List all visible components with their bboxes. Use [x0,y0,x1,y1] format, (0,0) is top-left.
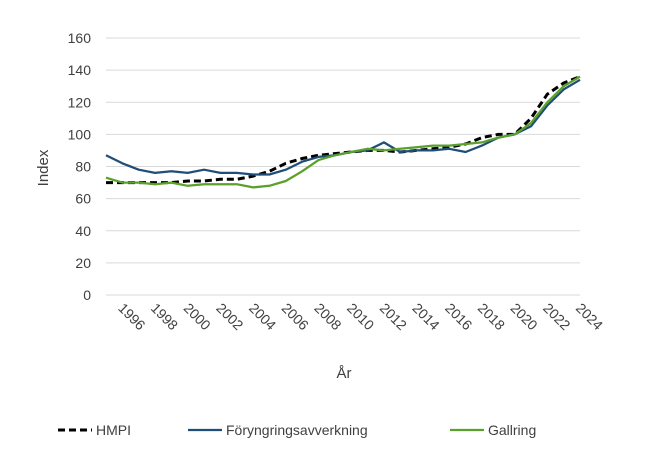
x-tick-label: 2022 [540,300,573,333]
x-tick-label: 2004 [246,300,279,333]
series-lines [105,75,581,189]
x-axis-title: År [337,365,352,382]
x-tick-label: 2016 [442,300,475,333]
y-tick-label: 100 [68,126,92,142]
y-tick-label: 40 [75,223,91,239]
x-tick-label: 2002 [213,300,246,333]
x-tick-label: 2012 [377,300,410,333]
x-tick-label: 1996 [115,300,148,333]
series-line [105,75,581,189]
x-axis-ticks: 1996 1998 2000 2002 2004 2006 2008 2010 2012 2014… [115,300,606,333]
legend-label: HMPI [96,422,131,438]
y-tick-label: 0 [83,287,91,303]
series-line [106,75,581,185]
legend-label: Föryngringsavverkning [226,422,368,438]
x-tick-label: 2006 [279,300,312,333]
y-axis-ticks: 0 20 40 60 80 100 120 140 160 [68,30,92,303]
x-tick-label: 2010 [344,300,377,333]
y-tick-label: 140 [68,62,92,78]
x-tick-label: 2018 [475,300,508,333]
legend-label: Gallring [488,422,536,438]
y-tick-label: 120 [68,94,92,110]
x-tick-label: 1998 [148,300,181,333]
y-tick-label: 60 [75,191,91,207]
x-tick-label: 2008 [311,300,344,333]
y-axis-title: Index [35,149,52,186]
y-tick-label: 160 [68,30,92,46]
y-tick-label: 80 [75,159,91,175]
y-tick-label: 20 [75,255,91,271]
x-tick-label: 2020 [507,300,540,333]
x-tick-label: 2000 [181,300,214,333]
gridlines [106,37,580,296]
x-tick-label: 2014 [409,300,442,333]
x-tick-label: 2024 [573,300,606,333]
legend: HMPI Föryngringsavverkning Gallring [58,422,536,438]
series-line [105,78,581,176]
